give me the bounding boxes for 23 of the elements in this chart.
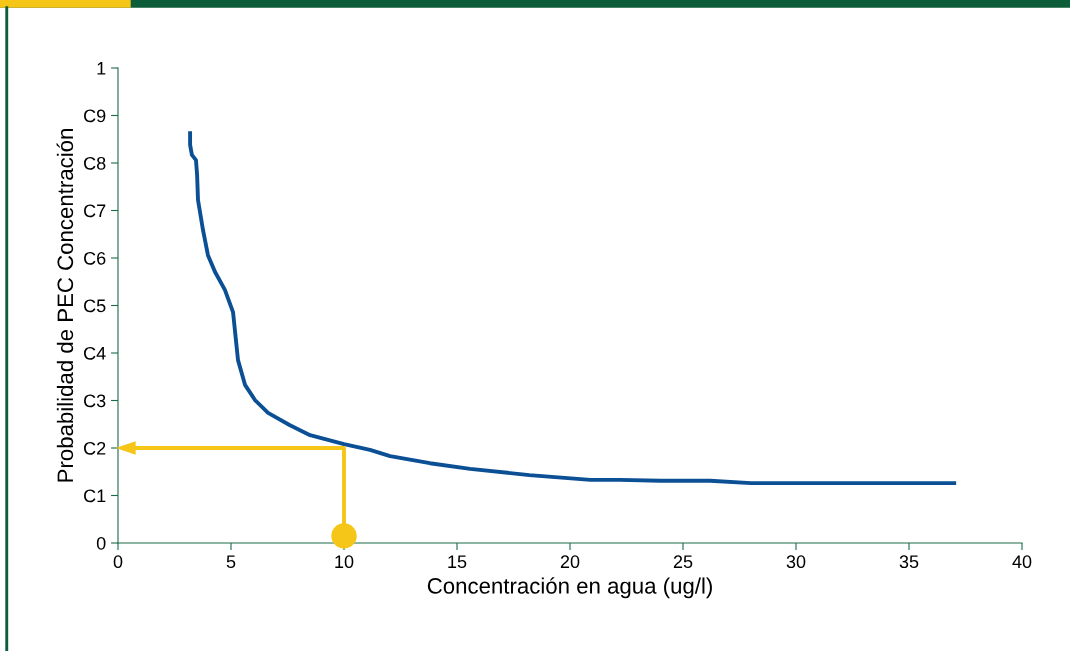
y-axis-title: Probabilidad de PEC Concentración xyxy=(56,129,74,482)
y-tick-label: C7 xyxy=(84,204,106,218)
y-tick-label: C8 xyxy=(84,156,106,170)
x-axis-title: Concentración en agua (ug/l) xyxy=(427,577,712,599)
y-tick-label: C9 xyxy=(84,109,106,123)
x-tick-label: 20 xyxy=(560,555,580,569)
x-tick-label: 5 xyxy=(226,555,236,569)
y-tick-label: C6 xyxy=(84,251,106,265)
x-tick-label: 30 xyxy=(786,555,806,569)
y-tick-label: C5 xyxy=(84,299,106,313)
x-tick-label: 0 xyxy=(113,555,123,569)
x-tick-label: 35 xyxy=(899,555,919,569)
x-tick-label: 25 xyxy=(673,555,693,569)
x-tick-label: 15 xyxy=(448,555,467,569)
y-tick-label: 1 xyxy=(97,62,106,75)
line-series xyxy=(188,131,957,486)
y-tick-label: 0 xyxy=(96,536,106,550)
x-tick-label: 10 xyxy=(335,555,354,569)
x-tick-label: 40 xyxy=(1012,555,1032,569)
y-tick-label: C2 xyxy=(84,441,106,455)
y-tick-label: C1 xyxy=(84,489,106,503)
y-tick-label: C4 xyxy=(84,346,106,360)
y-tick-label: C3 xyxy=(84,394,106,408)
